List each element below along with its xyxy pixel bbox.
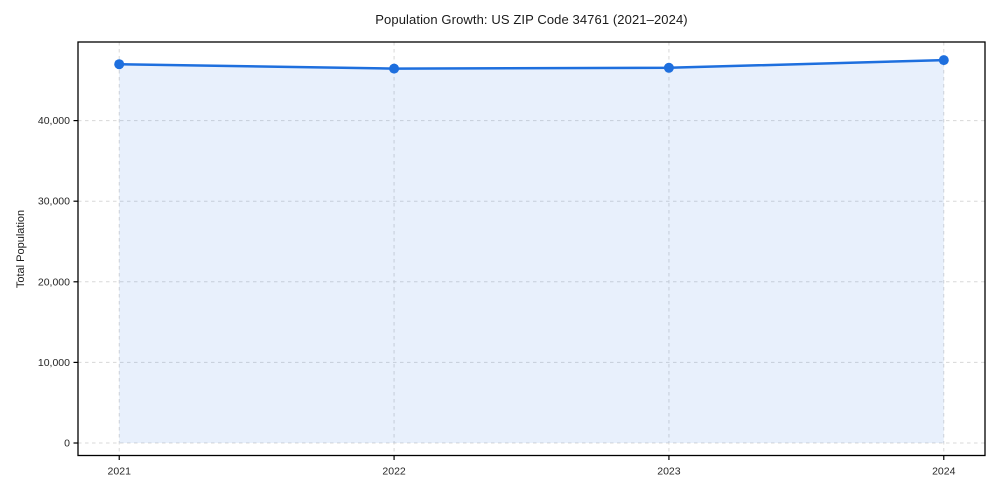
- y-tick-label: 10,000: [38, 357, 70, 369]
- axes-frame: [77, 41, 986, 457]
- data-point-marker: [663, 62, 674, 73]
- x-tick-label: 2023: [657, 466, 681, 478]
- data-point-marker: [389, 63, 400, 74]
- y-tick-label: 30,000: [38, 196, 70, 208]
- data-point-marker: [114, 59, 125, 70]
- y-tick-label: 0: [64, 438, 70, 450]
- x-tick-label: 2021: [108, 466, 132, 478]
- y-tick-label: 20,000: [38, 276, 70, 288]
- data-point-marker: [938, 55, 949, 66]
- area-fill: [119, 60, 944, 443]
- trend-line: [117, 58, 946, 70]
- x-tick-label: 2022: [382, 466, 406, 478]
- chart-title: Population Growth: US ZIP Code 34761 (20…: [375, 12, 688, 27]
- y-tick-label: 40,000: [38, 115, 70, 127]
- x-tick-label: 2024: [932, 466, 956, 478]
